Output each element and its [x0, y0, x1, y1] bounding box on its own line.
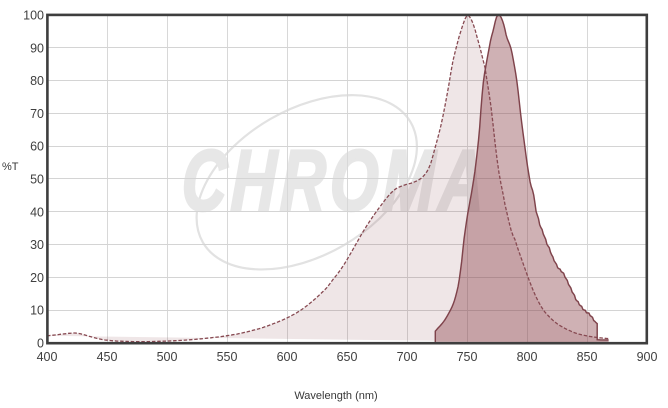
- svg-text:850: 850: [577, 350, 598, 364]
- svg-text:450: 450: [97, 350, 118, 364]
- svg-text:50: 50: [30, 173, 44, 187]
- svg-text:650: 650: [337, 350, 358, 364]
- svg-text:800: 800: [517, 350, 538, 364]
- svg-text:90: 90: [30, 41, 44, 55]
- svg-text:30: 30: [30, 238, 44, 252]
- svg-text:100: 100: [23, 9, 44, 23]
- svg-text:80: 80: [30, 74, 44, 88]
- svg-text:700: 700: [397, 350, 418, 364]
- svg-text:70: 70: [30, 107, 44, 121]
- svg-text:600: 600: [277, 350, 298, 364]
- svg-text:20: 20: [30, 271, 44, 285]
- svg-text:550: 550: [217, 350, 238, 364]
- svg-text:400: 400: [37, 350, 58, 364]
- svg-text:500: 500: [157, 350, 178, 364]
- svg-text:900: 900: [637, 350, 658, 364]
- svg-text:%T: %T: [2, 161, 19, 173]
- svg-text:60: 60: [30, 140, 44, 154]
- svg-text:Wavelength (nm): Wavelength (nm): [294, 390, 377, 402]
- svg-text:0: 0: [37, 337, 44, 351]
- svg-text:10: 10: [30, 304, 44, 318]
- svg-text:CHROMA: CHROMA: [180, 132, 490, 228]
- svg-text:750: 750: [457, 350, 478, 364]
- svg-text:40: 40: [30, 205, 44, 219]
